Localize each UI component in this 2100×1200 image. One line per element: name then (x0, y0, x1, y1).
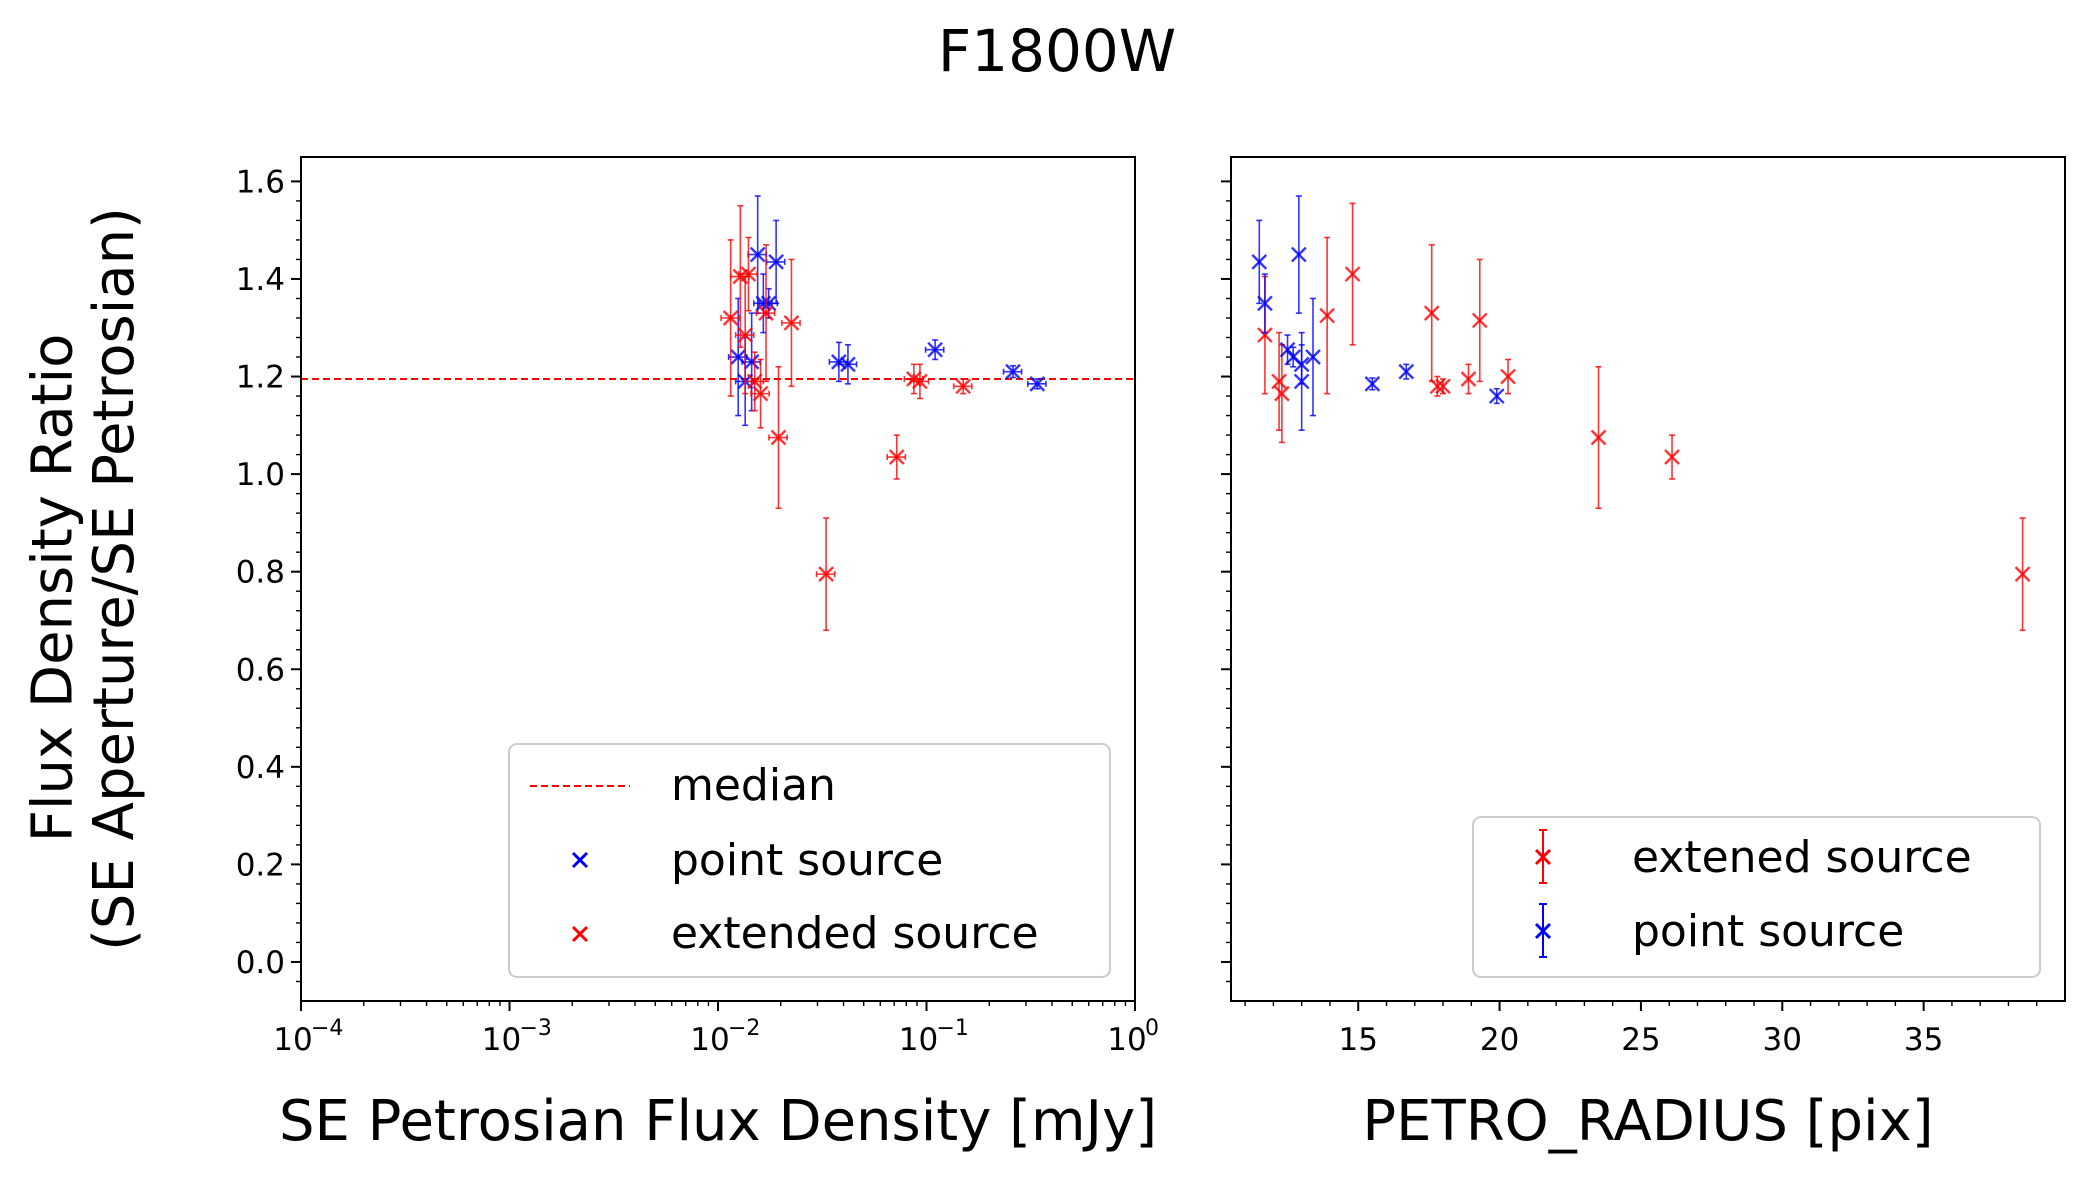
point-source-marker (743, 354, 760, 370)
point-source-marker (840, 356, 856, 373)
extended-source-marker (888, 449, 905, 465)
point-source-marker (1293, 356, 1310, 373)
point-source-marker (1005, 363, 1021, 380)
extended-source-marker (752, 385, 769, 402)
left-x-axis-label: SE Petrosian Flux Density [mJy] (279, 1089, 1157, 1154)
right-legend-box (1472, 816, 2041, 978)
extended-source-marker (1590, 429, 1607, 446)
extended-source-marker (740, 266, 757, 282)
x-tick-label: 20 (1480, 1022, 1519, 1058)
point-source-marker (1364, 376, 1381, 392)
left-panel: 0.00.20.40.60.81.01.21.41.610−4 10−3 10−2 1… (21, 156, 1159, 1154)
x-tick-exponent: −1 (937, 1016, 969, 1041)
x-tick-exponent: −3 (520, 1016, 552, 1041)
extended-source-marker (1429, 378, 1446, 395)
legend-point-label: point source (671, 835, 943, 886)
point-source-marker (1251, 254, 1268, 270)
x-tick-label: 30 (1763, 1022, 1802, 1058)
y-tick-label: 1.2 (236, 360, 285, 396)
extended-source-marker (955, 378, 972, 395)
extended-source-marker (1500, 368, 1516, 385)
extended-source-marker (1664, 449, 1680, 465)
x-tick-exponent: −4 (311, 1016, 343, 1041)
left-y-axis-label: Flux Density Ratio (SE Aperture/SE Petro… (21, 207, 148, 951)
point-source-marker (768, 254, 784, 270)
point-source-marker (1398, 363, 1415, 380)
legend-extened-errorbar-marker (1534, 829, 1552, 884)
extended-source-marker (722, 310, 739, 326)
legend-median-label: median (671, 760, 836, 811)
legend-extended-marker (571, 925, 589, 943)
x-tick-label: 10 (690, 1022, 729, 1058)
point-source-marker (760, 295, 777, 312)
y-tick-label: 0.8 (236, 555, 285, 591)
x-tick-label: 25 (1621, 1022, 1660, 1058)
figure-title: F1800W (938, 17, 1176, 85)
y-tick-label: 1.6 (236, 164, 285, 200)
point-source-marker (749, 246, 766, 263)
extended-source-marker (912, 373, 928, 390)
y-tick-label: 0.4 (236, 750, 285, 786)
left-plot-elements: 0.00.20.40.60.81.01.21.41.610−4 10−3 10−2 1… (236, 164, 1159, 1058)
x-tick-label: 10 (1107, 1022, 1146, 1058)
legend-point-errorbar-marker (1534, 903, 1552, 958)
legend-point-source-label: point source (1632, 906, 1904, 957)
point-source-marker (1257, 295, 1273, 312)
x-tick-label: 10 (482, 1022, 521, 1058)
legend-point-marker (571, 851, 589, 869)
right-plot-elements: 15 20 25 30 35 (1221, 180, 2038, 1058)
y-tick-label: 0.0 (236, 945, 285, 981)
extended-source-marker (758, 305, 774, 321)
extended-source-marker (746, 373, 763, 390)
extended-source-marker (1271, 373, 1287, 390)
x-tick-label: 35 (1904, 1022, 1943, 1058)
point-source-marker (1291, 246, 1307, 263)
right-axes-frame (1230, 156, 2066, 1002)
extended-source-marker (783, 315, 800, 331)
extended-source-marker (1319, 307, 1335, 324)
y-axis-label-line-2: (SE Aperture/SE Petrosian) (82, 207, 147, 951)
x-tick-label: 10 (273, 1022, 312, 1058)
x-tick-label: 15 (1338, 1022, 1377, 1058)
extended-source-marker (1471, 312, 1488, 329)
right-panel: 15 20 25 30 35 PETRO_RADIUS [pix] extened so… (1221, 156, 2066, 1154)
extended-source-marker (1460, 371, 1477, 387)
y-axis-label-line-1: Flux Density Ratio (21, 334, 86, 843)
right-legend: extened source point source (1472, 816, 2041, 978)
y-tick-label: 1.4 (236, 262, 285, 298)
extended-source-marker (770, 429, 787, 446)
extended-source-marker (1257, 327, 1273, 343)
point-source-marker (1488, 388, 1505, 404)
x-tick-exponent: −2 (728, 1016, 760, 1041)
y-tick-label: 1.0 (236, 457, 285, 493)
y-tick-label: 0.6 (236, 652, 285, 688)
point-source-marker (1029, 376, 1046, 392)
extended-source-marker (1423, 305, 1440, 321)
y-tick-label: 0.2 (236, 847, 285, 883)
extended-source-marker (1435, 378, 1451, 395)
extended-source-marker (737, 327, 754, 343)
extended-source-marker (818, 566, 834, 582)
extended-source-marker (2014, 566, 2031, 582)
x-tick-label: 10 (899, 1022, 938, 1058)
extended-source-marker (1344, 266, 1361, 282)
legend-extened-label: extened source (1632, 832, 1972, 883)
point-source-marker (927, 341, 943, 358)
extended-source-marker (1274, 385, 1290, 402)
x-tick-exponent: 0 (1145, 1016, 1159, 1041)
left-legend: median point source extended source (508, 743, 1111, 978)
right-x-axis-label: PETRO_RADIUS [pix] (1362, 1089, 1933, 1154)
left-legend-box (508, 743, 1111, 978)
legend-extended-label: extended source (671, 908, 1039, 959)
left-axes-frame (300, 156, 1136, 1002)
point-source-marker (1305, 349, 1321, 365)
